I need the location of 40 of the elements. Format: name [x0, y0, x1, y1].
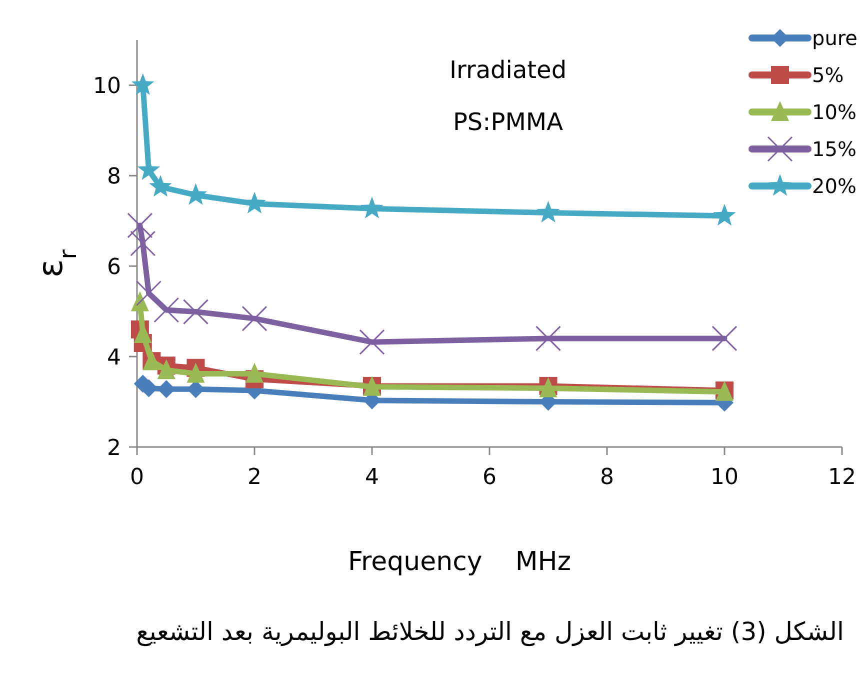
point [131, 73, 154, 95]
x-tick-label: 0 [130, 465, 144, 490]
text: الشكل (3) تغيير ثابت العزل مع التردد للخلائط البوليمرية بعد التشعيع [136, 617, 844, 647]
legend-label: 10% [812, 100, 856, 124]
point [183, 299, 208, 325]
point [536, 200, 560, 222]
point [127, 212, 153, 238]
point [136, 280, 162, 306]
point [359, 329, 385, 355]
point [242, 306, 268, 332]
point [712, 326, 738, 352]
legend-label: pure [812, 26, 858, 50]
point [360, 196, 384, 218]
legend-label: 20% [812, 174, 856, 198]
point [186, 362, 205, 383]
point [243, 192, 266, 214]
x-tick-label: 4 [365, 465, 379, 490]
point [713, 204, 736, 226]
annotation: PS:PMMA [452, 108, 564, 136]
point [130, 230, 156, 256]
x-tick-label: 8 [600, 465, 614, 490]
y-tick-label: 4 [107, 346, 121, 371]
legend-label: 5% [812, 63, 844, 87]
y-tick-label: 8 [107, 164, 121, 190]
x-tick-label: 6 [482, 465, 496, 490]
point [246, 362, 264, 383]
annotation: Irradiated [449, 56, 567, 84]
point [536, 326, 561, 352]
point [157, 359, 176, 380]
y-tick-label: 2 [107, 436, 121, 461]
legend-label: 15% [812, 137, 856, 161]
point [149, 174, 172, 197]
x-axis-title: Frequency MHz [348, 547, 572, 577]
x-tick-label: 2 [248, 465, 262, 490]
x-tick-label: 12 [828, 465, 856, 490]
y-tick-label: 6 [107, 255, 121, 280]
y-tick-label: 10 [93, 74, 121, 100]
point [154, 297, 180, 323]
x-tick-label: 10 [710, 465, 738, 490]
point [130, 291, 149, 312]
